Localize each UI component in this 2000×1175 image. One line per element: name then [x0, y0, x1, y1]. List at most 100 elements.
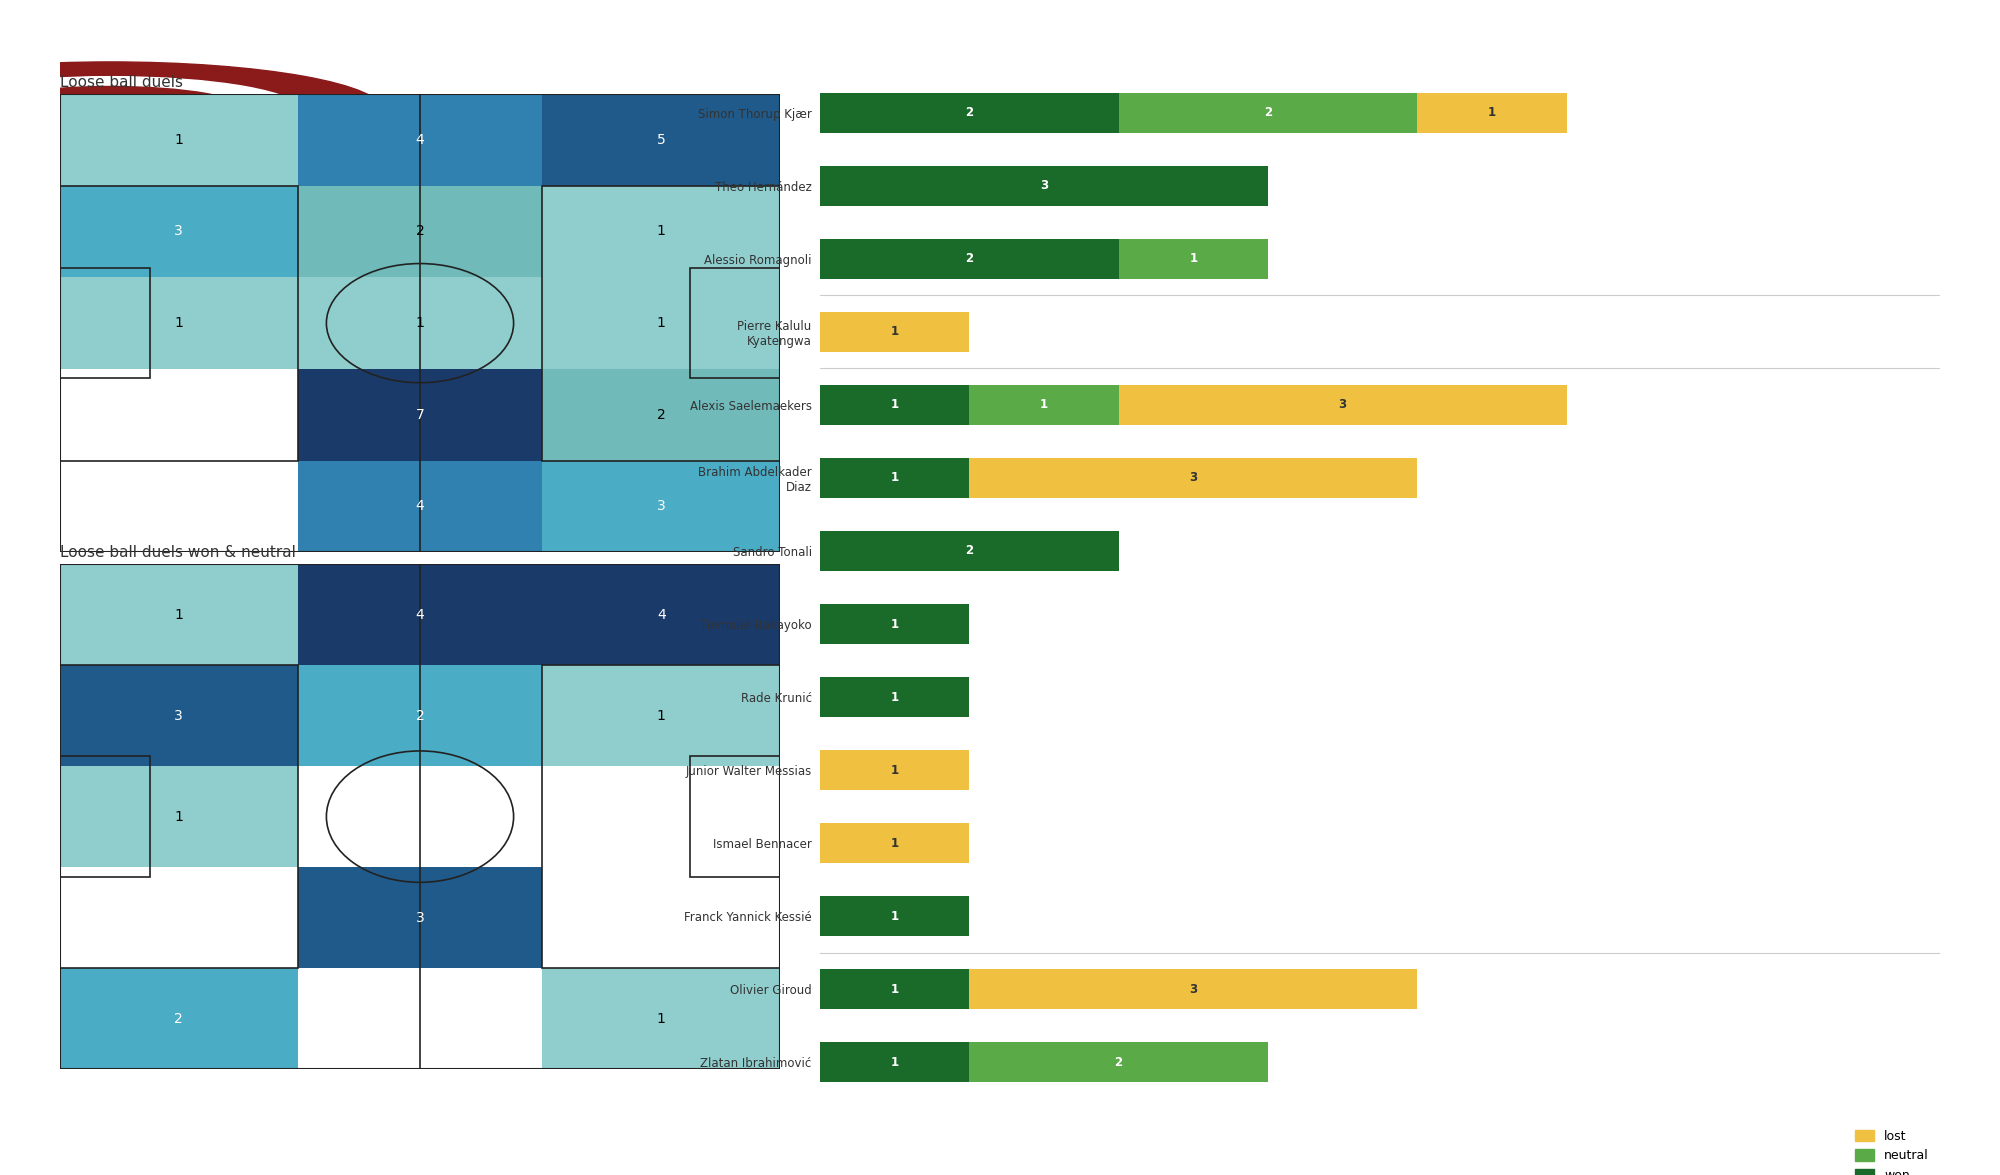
- Bar: [820, 166, 1268, 206]
- Bar: [60, 369, 298, 461]
- Text: 1: 1: [174, 316, 184, 330]
- Bar: [542, 867, 780, 968]
- Bar: [60, 268, 150, 378]
- Bar: [60, 665, 298, 766]
- Bar: [820, 969, 970, 1009]
- Text: 2: 2: [1264, 106, 1272, 119]
- Text: 1: 1: [174, 133, 184, 147]
- Bar: [298, 867, 542, 968]
- Bar: [820, 531, 1118, 571]
- Bar: [820, 604, 970, 644]
- Bar: [60, 461, 298, 552]
- Text: 1: 1: [1190, 253, 1198, 266]
- Bar: [60, 665, 298, 968]
- Text: 1: 1: [174, 810, 184, 824]
- Text: 1: 1: [890, 398, 898, 411]
- Text: 1: 1: [890, 325, 898, 338]
- Text: 3: 3: [1040, 180, 1048, 193]
- Bar: [298, 94, 542, 186]
- Text: 7: 7: [416, 408, 424, 422]
- Bar: [1118, 93, 1418, 133]
- Text: 1: 1: [890, 691, 898, 704]
- Text: 2: 2: [416, 224, 424, 239]
- Bar: [1118, 239, 1268, 278]
- Bar: [298, 665, 542, 766]
- Bar: [1418, 93, 1566, 133]
- Bar: [60, 277, 298, 369]
- Text: 3: 3: [174, 709, 184, 723]
- Text: 3: 3: [1190, 982, 1198, 995]
- Bar: [820, 822, 970, 864]
- Text: 3: 3: [416, 911, 424, 925]
- Bar: [60, 968, 298, 1069]
- Text: 4: 4: [416, 499, 424, 513]
- Bar: [298, 369, 542, 461]
- Bar: [298, 968, 542, 1069]
- Text: 1: 1: [656, 1012, 666, 1026]
- Bar: [60, 867, 298, 968]
- Text: 1: 1: [890, 837, 898, 850]
- Legend: lost, neutral, won: lost, neutral, won: [1850, 1126, 1934, 1175]
- Text: Milan: Milan: [176, 101, 234, 121]
- Text: 1: 1: [656, 316, 666, 330]
- Bar: [60, 756, 150, 878]
- Text: 2: 2: [966, 253, 974, 266]
- Text: 1: 1: [890, 764, 898, 777]
- Bar: [60, 766, 298, 867]
- Bar: [298, 186, 542, 277]
- Text: 2: 2: [1114, 1056, 1122, 1069]
- Bar: [970, 385, 1118, 425]
- Bar: [542, 968, 780, 1069]
- Text: 2: 2: [966, 544, 974, 557]
- Bar: [542, 277, 780, 369]
- Text: 2: 2: [174, 1012, 184, 1026]
- Bar: [542, 369, 780, 461]
- Bar: [1118, 385, 1566, 425]
- Text: 1: 1: [656, 709, 666, 723]
- Bar: [60, 564, 298, 665]
- Text: 5: 5: [656, 133, 666, 147]
- Bar: [820, 239, 1118, 278]
- Text: 2: 2: [966, 106, 974, 119]
- Bar: [542, 665, 780, 968]
- Bar: [298, 766, 542, 867]
- Text: 1: 1: [890, 909, 898, 922]
- Bar: [690, 268, 780, 378]
- Text: 1: 1: [890, 618, 898, 631]
- Bar: [820, 458, 970, 498]
- Text: 3: 3: [174, 224, 184, 239]
- Bar: [298, 564, 542, 665]
- Text: 4: 4: [416, 133, 424, 147]
- Text: 1: 1: [890, 471, 898, 484]
- Bar: [298, 277, 542, 369]
- Text: 3: 3: [1190, 471, 1198, 484]
- Bar: [542, 94, 780, 186]
- Text: 1: 1: [174, 607, 184, 622]
- Circle shape: [0, 87, 248, 135]
- Text: 2: 2: [656, 408, 666, 422]
- Bar: [820, 897, 970, 936]
- Bar: [60, 186, 298, 461]
- Text: 1: 1: [1488, 106, 1496, 119]
- Bar: [970, 458, 1418, 498]
- Text: 4: 4: [656, 607, 666, 622]
- Bar: [60, 186, 298, 277]
- Text: 3: 3: [1338, 398, 1346, 411]
- Bar: [542, 665, 780, 766]
- Text: 1: 1: [656, 224, 666, 239]
- Bar: [820, 385, 970, 425]
- Bar: [542, 186, 780, 277]
- Bar: [820, 1042, 970, 1082]
- Bar: [542, 766, 780, 867]
- Bar: [298, 461, 542, 552]
- Text: Loose ball duels: Loose ball duels: [60, 75, 184, 90]
- Bar: [970, 1042, 1268, 1082]
- Bar: [820, 677, 970, 717]
- Text: 4: 4: [416, 607, 424, 622]
- Bar: [820, 93, 1118, 133]
- Text: 1: 1: [416, 316, 424, 330]
- Bar: [60, 94, 298, 186]
- Bar: [690, 756, 780, 878]
- Text: 1: 1: [890, 982, 898, 995]
- Bar: [820, 750, 970, 791]
